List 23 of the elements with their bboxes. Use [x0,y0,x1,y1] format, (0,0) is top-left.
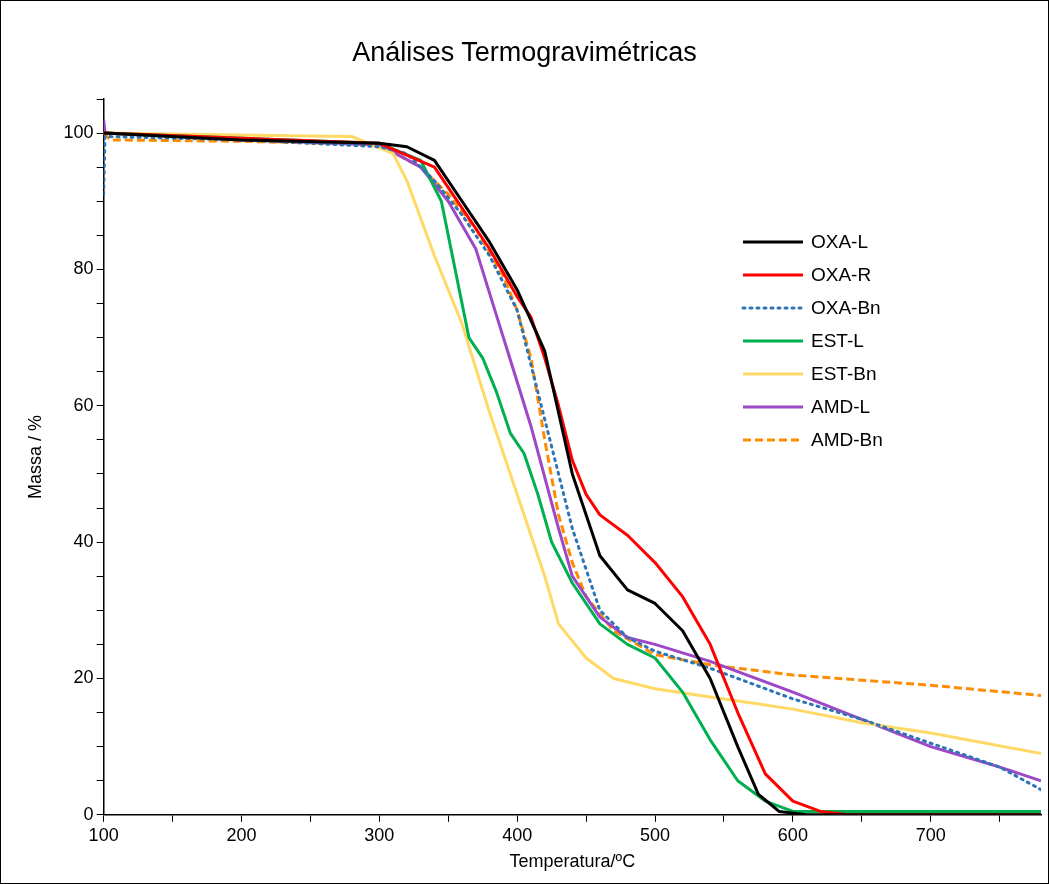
y-tick-label: 0 [83,803,94,824]
y-tick-label: 100 [63,122,94,143]
legend-label: EST-L [811,329,864,352]
legend-label: OXA-R [811,263,872,286]
y-tick-label: 60 [73,394,94,415]
x-tick-label: 600 [777,824,808,845]
x-tick-label: 100 [88,824,119,845]
chart-title: Análises Termogravimétricas [351,37,698,68]
y-axis-title: Massa / % [24,414,45,499]
x-tick-label: 400 [502,824,533,845]
legend-label: OXA-Bn [811,296,881,319]
y-tick-label: 20 [73,667,94,688]
legend-label: EST-Bn [811,362,877,385]
y-tick-label: 40 [73,531,94,552]
y-tick-label: 80 [73,258,94,279]
legend-label: AMD-Bn [811,428,883,451]
x-tick-label: 700 [915,824,946,845]
legend-label: AMD-L [811,395,871,418]
legend-label: OXA-L [811,230,869,253]
x-tick-label: 200 [226,824,257,845]
x-tick-label: 500 [640,824,671,845]
x-tick-label: 300 [364,824,395,845]
x-axis-title: Temperatura/ºC [509,851,636,872]
